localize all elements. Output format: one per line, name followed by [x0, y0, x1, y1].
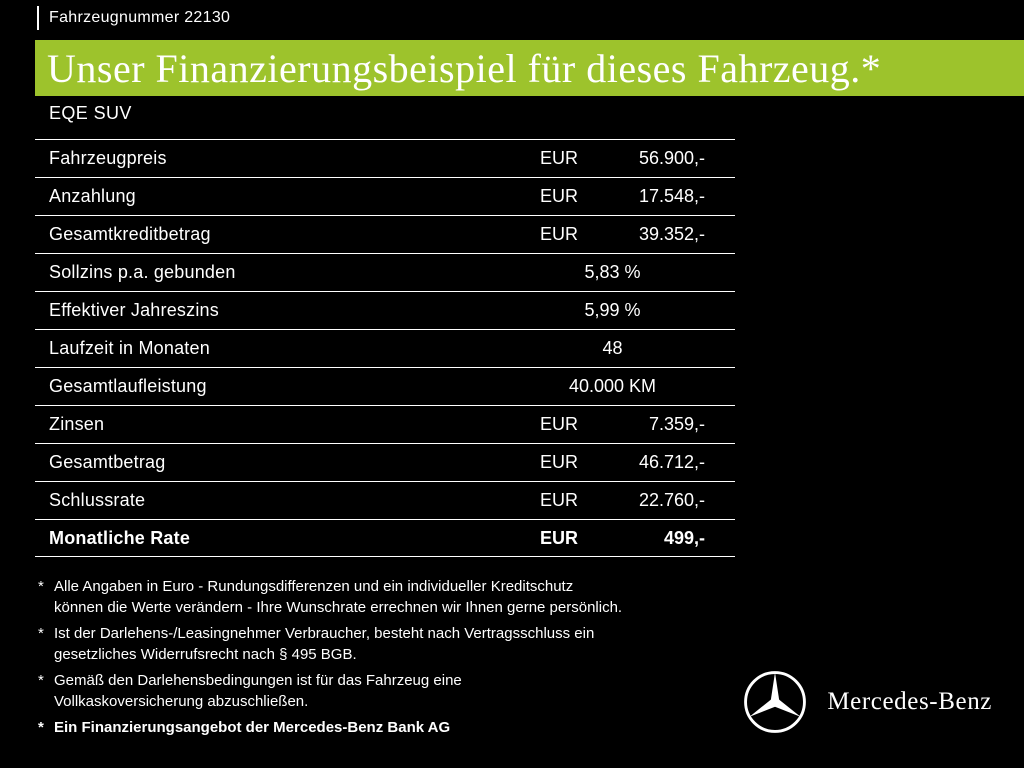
footnote-text: Ist der Darlehens-/Leasingnehmer Verbrau… — [54, 623, 594, 665]
row-label: Gesamtkreditbetrag — [49, 224, 211, 244]
vehicle-model: EQE SUV — [49, 103, 132, 123]
vehicle-number: Fahrzeugnummer 22130 — [37, 6, 230, 30]
footnotes: * Alle Angaben in Euro - Rundungsdiffere… — [38, 576, 738, 743]
footnote-marker: * — [38, 672, 44, 689]
row-value: 499,- — [663, 527, 705, 548]
footnote: * Gemäß den Darlehensbedingungen ist für… — [38, 670, 738, 712]
footnote: * Ist der Darlehens-/Leasingnehmer Verbr… — [38, 623, 738, 665]
table-row: Zinsen EUR 7.359,- — [35, 405, 735, 443]
table-row: Fahrzeugpreis EUR 56.900,- — [35, 139, 735, 177]
row-label: Zinsen — [49, 414, 105, 434]
table-row: Laufzeit in Monaten 48 — [35, 329, 735, 367]
row-label: Laufzeit in Monaten — [49, 338, 210, 358]
footnote-line: gesetzliches Widerrufsrecht nach § 495 B… — [54, 646, 357, 663]
footnote-marker: * — [38, 578, 44, 595]
mercedes-benz-wordmark: Mercedes-Benz — [827, 688, 992, 715]
footnote-line: können die Werte verändern - Ihre Wunsch… — [54, 599, 623, 616]
footnote-financing-offer: * Ein Finanzierungsangebot der Mercedes-… — [38, 717, 738, 738]
table-row: Schlussrate EUR 22.760,- — [35, 481, 735, 519]
row-currency: EUR — [540, 148, 579, 168]
row-currency: EUR — [540, 414, 579, 434]
footnote-text: Alle Angaben in Euro - Rundungsdifferenz… — [54, 576, 622, 618]
finance-banner-title: Unser Finanzierungsbeispiel für dieses F… — [47, 45, 882, 91]
footnote-text: Ein Finanzierungsangebot der Mercedes-Be… — [54, 717, 450, 738]
row-currency: EUR — [540, 224, 579, 244]
footnote-text: Gemäß den Darlehensbedingungen ist für d… — [54, 670, 462, 712]
table-row: Sollzins p.a. gebunden 5,83 % — [35, 253, 735, 291]
footnote-line: Ist der Darlehens-/Leasingnehmer Verbrau… — [54, 625, 595, 642]
table-row-monthly-rate: Monatliche Rate EUR 499,- — [35, 519, 735, 557]
footnote-line: Alle Angaben in Euro - Rundungsdifferenz… — [54, 578, 574, 595]
footnote: * Alle Angaben in Euro - Rundungsdiffere… — [38, 576, 738, 618]
footnote-marker: * — [38, 625, 44, 642]
table-row: Gesamtbetrag EUR 46.712,- — [35, 443, 735, 481]
row-label: Schlussrate — [49, 490, 146, 510]
finance-banner: Unser Finanzierungsbeispiel für dieses F… — [35, 40, 1024, 96]
table-row: Anzahlung EUR 17.548,- — [35, 177, 735, 215]
row-value: 17.548,- — [638, 186, 705, 206]
row-value: 56.900,- — [638, 148, 705, 168]
row-value: 22.760,- — [638, 490, 705, 510]
row-currency: EUR — [540, 527, 579, 548]
brand-block: Mercedes-Benz — [743, 670, 992, 734]
row-value: 46.712,- — [638, 452, 705, 472]
row-value: 5,99 % — [584, 300, 641, 320]
row-value: 40.000 KM — [568, 376, 657, 396]
footnote-line: Vollkaskoversicherung abzuschließen. — [54, 693, 309, 710]
row-value: 7.359,- — [648, 414, 705, 434]
row-label: Gesamtbetrag — [49, 452, 166, 472]
table-row: Effektiver Jahreszins 5,99 % — [35, 291, 735, 329]
row-value: 39.352,- — [638, 224, 705, 244]
row-label: Fahrzeugpreis — [49, 148, 167, 168]
row-label: Gesamtlaufleistung — [49, 376, 207, 396]
table-row: Gesamtlaufleistung 40.000 KM — [35, 367, 735, 405]
row-label: Anzahlung — [49, 186, 136, 206]
row-label: Sollzins p.a. gebunden — [49, 262, 236, 282]
row-label: Effektiver Jahreszins — [49, 300, 219, 320]
row-currency: EUR — [540, 490, 579, 510]
finance-table: Fahrzeugpreis EUR 56.900,- Anzahlung EUR… — [35, 139, 735, 557]
row-value: 5,83 % — [584, 262, 641, 282]
row-value: 48 — [602, 338, 623, 358]
row-currency: EUR — [540, 186, 579, 206]
row-label: Monatliche Rate — [49, 527, 191, 548]
footnote-marker: * — [38, 719, 44, 736]
table-row: Gesamtkreditbetrag EUR 39.352,- — [35, 215, 735, 253]
footnote-line: Gemäß den Darlehensbedingungen ist für d… — [54, 672, 462, 689]
mercedes-star-icon — [744, 671, 807, 733]
footnote-line: Ein Finanzierungsangebot der Mercedes-Be… — [54, 719, 451, 736]
row-currency: EUR — [540, 452, 579, 472]
